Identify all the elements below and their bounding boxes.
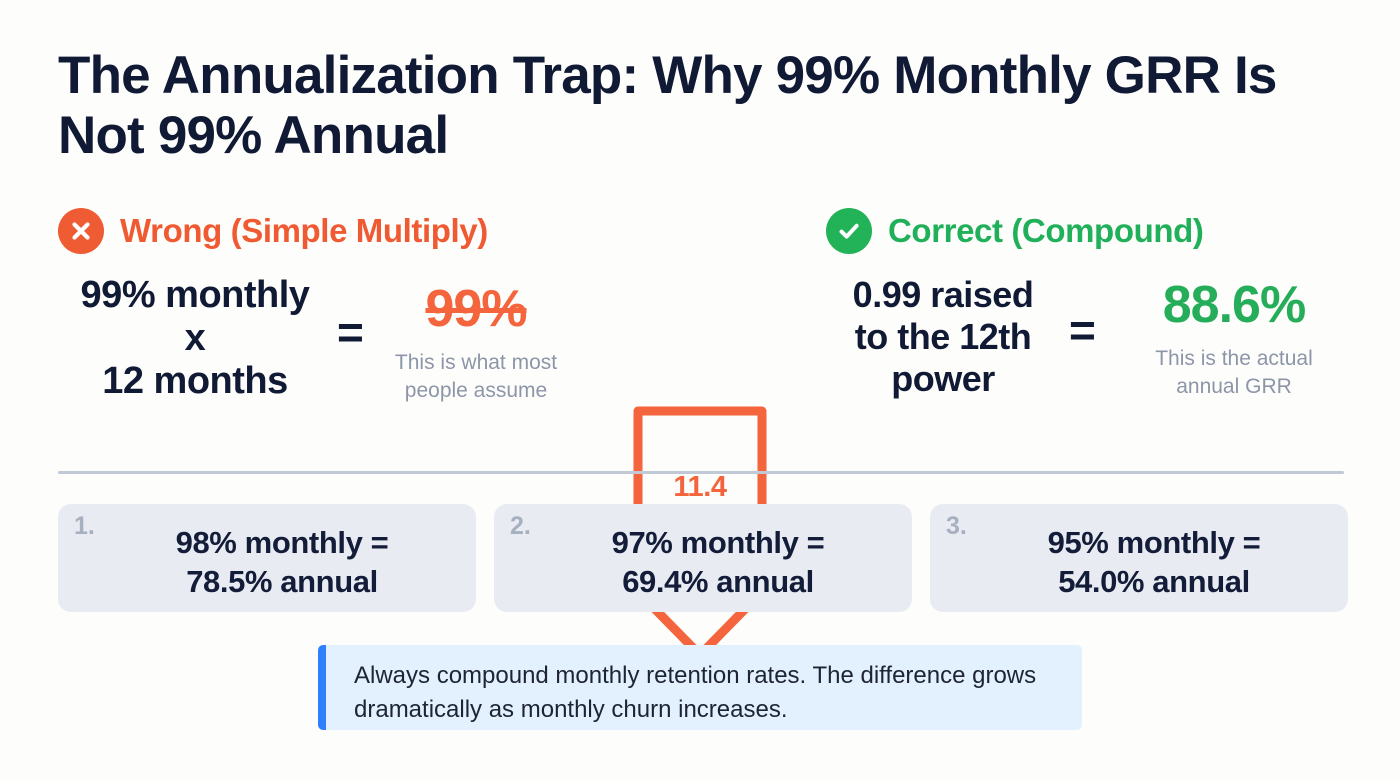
correct-result-block: 88.6% This is the actual annual GRR <box>1124 278 1344 401</box>
wrong-result-value: 99% <box>425 280 527 338</box>
takeaway-text: Always compound monthly retention rates.… <box>354 662 1037 724</box>
wrong-equation-line-2: x <box>184 316 206 359</box>
list-item: 2. 97% monthly = 69.4% annual <box>494 504 912 612</box>
wrong-method-label: Wrong (Simple Multiply) <box>120 212 488 249</box>
wrong-equation-line-3: 12 months <box>102 359 288 402</box>
wrong-equation-expression: 99% monthly x 12 months <box>50 274 340 403</box>
correct-equation-line-2: to the 12th <box>854 316 1032 358</box>
section-divider <box>58 471 1344 474</box>
example-text: 98% monthly = 78.5% annual <box>175 525 389 600</box>
list-item: 3. 95% monthly = 54.0% annual <box>930 504 1348 612</box>
example-number: 2. <box>510 512 531 540</box>
check-circle-icon <box>826 208 872 254</box>
correct-result-note: This is the actual annual GRR <box>1155 346 1313 398</box>
wrong-result-block: 99% This is what most people assume <box>380 282 572 405</box>
gap-value: 11.4 <box>673 471 727 503</box>
wrong-equation-line-1: 99% monthly <box>80 274 310 316</box>
example-number: 1. <box>74 512 95 540</box>
correct-method-heading: Correct (Compound) <box>826 208 1204 254</box>
correct-result-value: 88.6% <box>1162 276 1306 334</box>
correct-equation-expression: 0.99 raised to the 12th power <box>826 274 1060 400</box>
example-text: 97% monthly = 69.4% annual <box>611 525 825 600</box>
page-title: The Annualization Trap: Why 99% Monthly … <box>58 46 1277 166</box>
wrong-result-note: This is what most people assume <box>394 350 558 402</box>
x-circle-icon <box>58 208 104 254</box>
correct-method-label: Correct (Compound) <box>888 212 1204 249</box>
wrong-equals-sign: = <box>337 306 364 358</box>
list-item: 1. 98% monthly = 78.5% annual <box>58 504 476 612</box>
correct-equation-line-1: 0.99 raised <box>852 274 1034 315</box>
example-text: 95% monthly = 54.0% annual <box>1047 525 1261 600</box>
correct-equation-line-3: power <box>891 358 995 400</box>
example-number: 3. <box>946 512 967 540</box>
comparison-section: Wrong (Simple Multiply) 99% monthly x 12… <box>0 200 1400 660</box>
takeaway-callout: Always compound monthly retention rates.… <box>318 645 1082 730</box>
wrong-method-heading: Wrong (Simple Multiply) <box>58 208 488 254</box>
examples-list: 1. 98% monthly = 78.5% annual 2. 97% mont… <box>0 504 1400 616</box>
correct-equals-sign: = <box>1069 304 1096 356</box>
